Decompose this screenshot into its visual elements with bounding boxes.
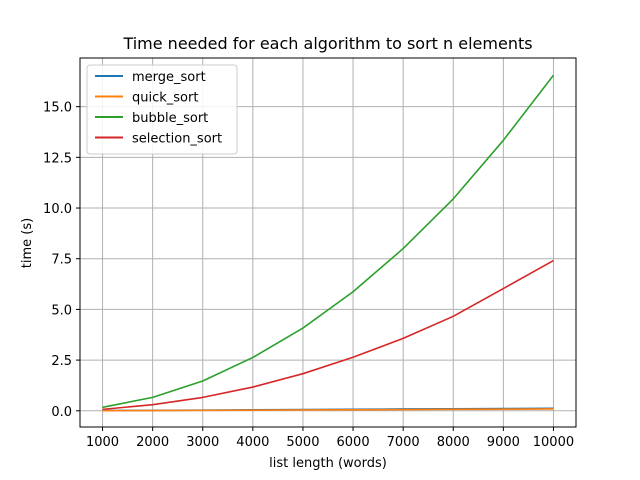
series-line-selection-sort — [102, 259, 554, 411]
x-tick-label: 5000 — [286, 435, 319, 450]
x-tick-label: 4000 — [236, 435, 269, 450]
y-axis: 0.0 2.5 5.0 7.5 10.0 12.5 15.0 — [43, 101, 80, 420]
series-line-quick-sort — [102, 408, 554, 412]
y-tick-label: 10.0 — [43, 202, 72, 217]
y-axis-label: time (s) — [20, 218, 35, 268]
legend-label-quick-sort: quick_sort — [132, 91, 198, 106]
plot-frame — [79, 57, 577, 428]
x-tick-label: 1000 — [86, 435, 119, 450]
x-tick-label: 10000 — [533, 435, 574, 450]
y-tick-label: 15.0 — [43, 101, 72, 116]
y-tick-label: 0.0 — [51, 405, 72, 420]
series-layer — [102, 74, 555, 412]
x-axis-label: list length (words) — [269, 456, 387, 471]
x-tick-label: 6000 — [337, 435, 370, 450]
x-axis: 1000 2000 3000 4000 5000 6000 7000 8000 9000 1000… — [86, 427, 574, 450]
y-tick-label: 2.5 — [51, 354, 72, 369]
y-tick-label: 12.5 — [43, 151, 72, 166]
x-tick-label: 8000 — [437, 435, 470, 450]
legend-label-bubble-sort: bubble_sort — [132, 111, 208, 126]
y-tick-label: 7.5 — [51, 253, 72, 268]
legend-box — [86, 64, 238, 155]
chart-title: Time needed for each algorithm to sort n… — [122, 34, 532, 53]
x-tick-label: 9000 — [487, 435, 520, 450]
x-tick-label: 7000 — [387, 435, 420, 450]
x-tick-label: 3000 — [186, 435, 219, 450]
x-tick-label: 2000 — [136, 435, 169, 450]
y-tick-label: 5.0 — [51, 303, 72, 318]
legend-label-selection-sort: selection_sort — [132, 132, 222, 147]
legend-label-merge-sort: merge_sort — [132, 70, 206, 85]
series-line-bubble-sort — [102, 74, 555, 409]
legend: merge_sort quick_sort bubble_sort selection… — [86, 64, 238, 155]
